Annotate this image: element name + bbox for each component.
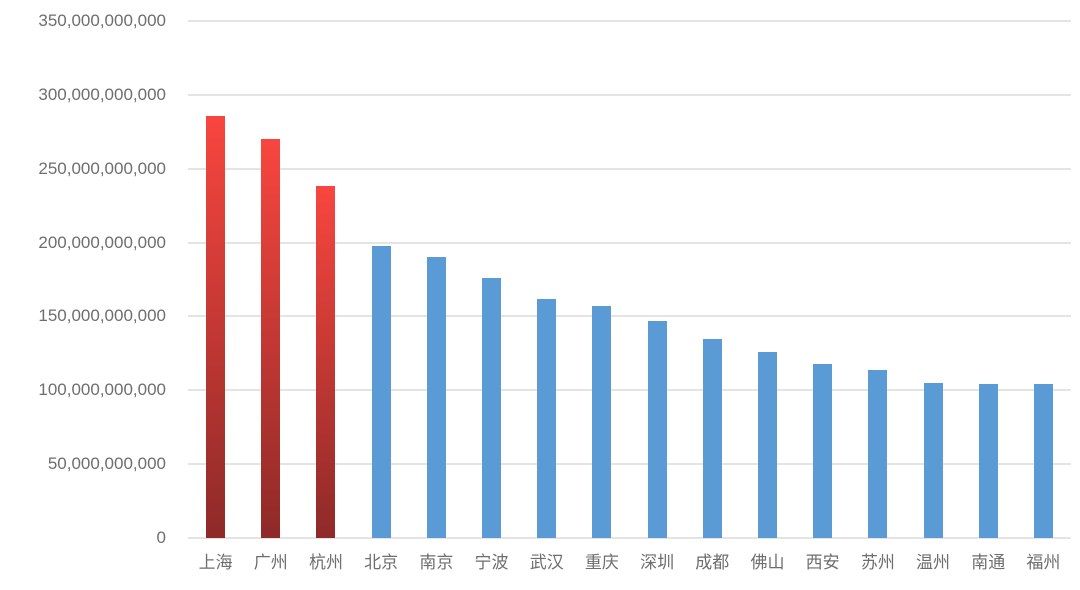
x-axis-category-label: 上海: [198, 553, 233, 572]
y-axis-tick-label: 300,000,000,000: [38, 84, 166, 104]
x-axis-category-label: 佛山: [750, 553, 785, 572]
x-axis-category-label: 北京: [364, 553, 399, 572]
bar: [868, 369, 888, 538]
bar: [482, 278, 502, 538]
gridline: [188, 167, 1071, 170]
highlight-bar: [261, 139, 281, 538]
gridline: [188, 389, 1071, 392]
bar: [1033, 384, 1053, 538]
x-axis-category-label: 成都: [695, 553, 730, 572]
bar: [647, 320, 667, 538]
x-axis-category-label: 杭州: [308, 553, 343, 572]
x-axis-category-label: 重庆: [584, 553, 619, 572]
gridline: [188, 463, 1071, 466]
bar: [813, 363, 833, 538]
x-axis-category-label: 温州: [916, 553, 951, 572]
gridline: [188, 93, 1071, 96]
bar: [592, 306, 612, 538]
x-axis-category-label: 广州: [253, 553, 288, 572]
y-axis-tick-label: 50,000,000,000: [47, 454, 166, 474]
bar: [923, 382, 943, 538]
bar: [978, 384, 998, 538]
gridline: [188, 20, 1071, 22]
y-axis-tick-label: 350,000,000,000: [38, 11, 166, 30]
bar: [426, 257, 446, 538]
x-axis-category-label: 宁波: [474, 553, 509, 572]
y-axis-tick-label: 200,000,000,000: [38, 232, 166, 252]
y-axis-tick-label: 150,000,000,000: [38, 306, 166, 326]
y-axis-tick-label: 0: [156, 528, 166, 547]
bar: [537, 298, 557, 538]
x-axis-category-label: 深圳: [640, 553, 675, 572]
bar: [371, 245, 391, 538]
x-axis-category-label: 武汉: [529, 553, 564, 572]
bar: [702, 338, 722, 538]
x-axis-category-label: 南京: [419, 553, 454, 572]
x-axis-category-label: 福州: [1026, 553, 1061, 572]
x-axis-category-label: 苏州: [860, 553, 895, 572]
gridline: [188, 315, 1071, 318]
x-axis-category-label: 南通: [971, 553, 1006, 572]
highlight-bar: [316, 186, 336, 538]
highlight-bar: [206, 115, 226, 538]
gridline: [188, 241, 1071, 244]
y-axis-tick-label: 250,000,000,000: [38, 158, 166, 178]
gridline: [188, 537, 1071, 539]
y-axis-tick-label: 100,000,000,000: [38, 380, 166, 400]
bar: [757, 351, 777, 538]
x-axis-category-label: 西安: [805, 553, 840, 572]
